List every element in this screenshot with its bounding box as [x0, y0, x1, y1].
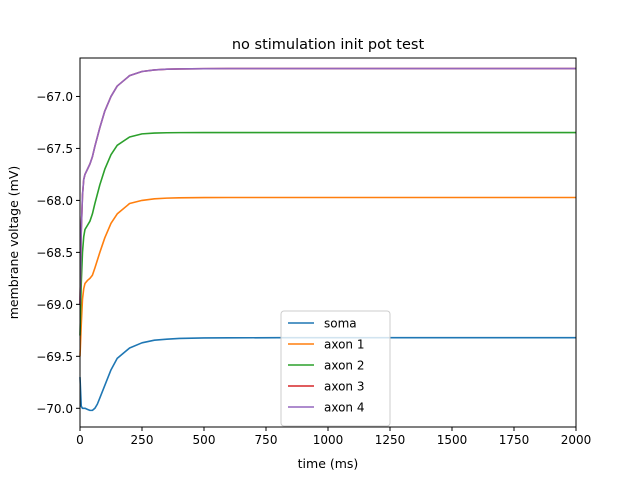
x-axis: 0 250 500 750 1000 1250 1500 1750 2000	[76, 427, 591, 447]
legend-box	[280, 310, 391, 427]
x-tick-label: 500	[193, 433, 216, 447]
x-tick-label: 0	[76, 433, 84, 447]
x-axis-label: time (ms)	[298, 456, 359, 471]
plot-area	[79, 57, 577, 428]
y-tick-label: −67.5	[36, 142, 73, 156]
series-line-2	[79, 131, 576, 336]
y-tick-label: −67.0	[36, 90, 73, 104]
legend-label-3: axon 3	[324, 380, 364, 394]
legend-label-2: axon 2	[324, 359, 364, 373]
legend-label-4: axon 4	[324, 401, 364, 415]
chart-title: no stimulation init pot test	[232, 37, 425, 53]
legend: soma axon 1 axon 2 axon 3 axon 4	[280, 310, 391, 427]
y-tick-label: −69.0	[36, 298, 73, 312]
x-tick-label: 250	[131, 433, 154, 447]
series-line-1	[79, 196, 576, 357]
x-tick-label: 750	[255, 433, 278, 447]
x-tick-label: 1000	[313, 433, 344, 447]
series-line-0	[79, 336, 576, 412]
y-tick-label: −68.5	[36, 246, 73, 260]
x-tick-label: 1500	[437, 433, 468, 447]
y-axis-label: membrane voltage (mV)	[6, 166, 21, 320]
y-axis: −70.0 −69.5 −69.0 −68.5 −68.0 −67.5 −67.0	[36, 90, 80, 416]
series-layer	[79, 67, 576, 412]
y-tick-label: −69.5	[36, 350, 73, 364]
legend-label-0: soma	[324, 317, 357, 331]
x-tick-label: 1750	[499, 433, 530, 447]
x-tick-label: 1250	[375, 433, 406, 447]
series-line-4	[79, 67, 576, 305]
x-tick-label: 2000	[561, 433, 592, 447]
y-tick-label: −70.0	[36, 402, 73, 416]
legend-label-1: axon 1	[324, 338, 364, 352]
y-tick-label: −68.0	[36, 194, 73, 208]
